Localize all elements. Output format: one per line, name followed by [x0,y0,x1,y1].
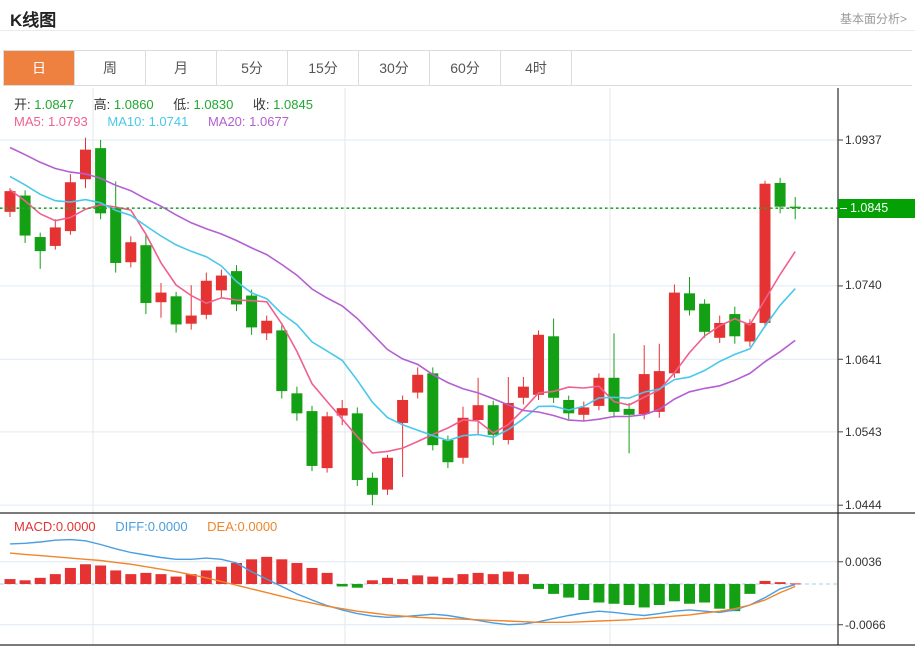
ma10-readout: MA10: 1.0741 [107,114,188,129]
high-readout: 高: 1.0860 [94,97,154,112]
close-readout: 收: 1.0845 [253,97,313,112]
diff-value-readout: DIFF:0.0000 [115,519,187,534]
ma20-readout: MA20: 1.0677 [208,114,289,129]
tab-day[interactable]: 日 [4,51,75,85]
macd-axis-label-neg: -0.0066 [845,618,886,632]
low-readout: 低: 1.0830 [173,97,233,112]
macd-readout: MACD:0.0000 DIFF:0.0000 DEA:0.0000 [14,519,293,534]
high-label: 高: [93,97,111,112]
fundamental-analysis-link[interactable]: 基本面分析> [839,12,907,26]
macd-value-readout: MACD:0.0000 [14,519,96,534]
y-axis-label-1-0937: 1.0937 [845,133,882,147]
close-label: 收: [252,97,270,112]
dea-value: 0.0000 [237,519,278,534]
dea-label: DEA: [207,519,238,534]
tab-30min[interactable]: 30分 [359,51,430,85]
ma-readout: MA5: 1.0793 MA10: 1.0741 MA20: 1.0677 [14,114,305,129]
ma5-readout: MA5: 1.0793 [14,114,88,129]
high-value: 1.0860 [113,97,154,112]
dea-value-readout: DEA:0.0000 [207,519,277,534]
ma10-value: 1.0741 [148,114,189,129]
tab-month[interactable]: 月 [146,51,217,85]
close-value: 1.0845 [273,97,313,112]
open-readout: 开: 1.0847 [14,97,74,112]
diff-label: DIFF: [115,519,148,534]
tab-4hour[interactable]: 4时 [501,51,572,85]
low-value: 1.0830 [193,97,234,112]
page-title: K线图 [10,11,57,30]
tab-60min[interactable]: 60分 [430,51,501,85]
y-axis-label-1-0740: 1.0740 [845,278,882,292]
ma5-value: 1.0793 [47,114,88,129]
y-axis-label-1-0543: 1.0543 [845,425,882,439]
ohlc-readout: 开: 1.0847 高: 1.0860 低: 1.0830 收: 1.0845 [14,94,329,113]
period-tab-bar: 日 周 月 5分 15分 30分 60分 4时 [3,50,912,86]
tab-week[interactable]: 周 [75,51,146,85]
y-axis-label-1-0444: 1.0444 [845,498,882,512]
macd-label: MACD: [14,519,56,534]
ma10-label: MA10: [107,114,145,129]
open-value: 1.0847 [34,97,75,112]
ma20-value: 1.0677 [249,114,289,129]
macd-axis-label-pos: 0.0036 [845,555,882,569]
tab-15min[interactable]: 15分 [288,51,359,85]
open-label: 开: [14,97,31,112]
page-header: K线图 基本面分析> [0,0,915,31]
current-price-tag: 1.0845 [838,199,915,218]
y-axis-label-1-0641: 1.0641 [845,353,882,367]
diff-value: 0.0000 [147,519,188,534]
ma5-label: MA5: [14,114,45,129]
tab-5min[interactable]: 5分 [217,51,288,85]
ma20-label: MA20: [207,114,246,129]
macd-value: 0.0000 [55,519,96,534]
low-label: 低: [173,97,190,112]
